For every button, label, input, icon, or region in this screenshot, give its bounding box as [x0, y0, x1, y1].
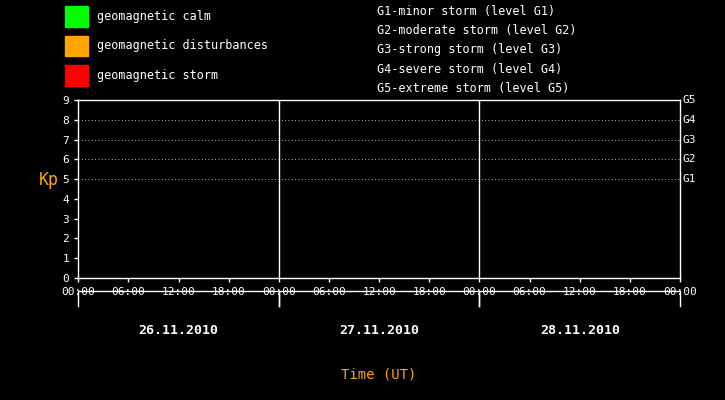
Text: 27.11.2010: 27.11.2010 [339, 324, 419, 337]
Y-axis label: Kp: Kp [38, 171, 59, 189]
Text: G1: G1 [682, 174, 696, 184]
Text: Time (UT): Time (UT) [341, 368, 417, 382]
Text: geomagnetic calm: geomagnetic calm [97, 10, 211, 23]
Text: 28.11.2010: 28.11.2010 [539, 324, 620, 337]
Text: G3: G3 [682, 134, 696, 144]
Bar [65, 65, 88, 86]
Text: G3-strong storm (level G3): G3-strong storm (level G3) [377, 43, 563, 56]
Text: 26.11.2010: 26.11.2010 [138, 324, 219, 337]
Text: G5: G5 [682, 95, 696, 105]
Text: G4: G4 [682, 115, 696, 125]
Bar [65, 6, 88, 27]
Text: G5-extreme storm (level G5): G5-extreme storm (level G5) [377, 82, 569, 95]
Text: G4-severe storm (level G4): G4-severe storm (level G4) [377, 62, 563, 76]
Bar [65, 36, 88, 56]
Text: geomagnetic disturbances: geomagnetic disturbances [97, 40, 268, 52]
Text: G1-minor storm (level G1): G1-minor storm (level G1) [377, 5, 555, 18]
Text: G2-moderate storm (level G2): G2-moderate storm (level G2) [377, 24, 576, 37]
Text: geomagnetic storm: geomagnetic storm [97, 69, 218, 82]
Text: G2: G2 [682, 154, 696, 164]
